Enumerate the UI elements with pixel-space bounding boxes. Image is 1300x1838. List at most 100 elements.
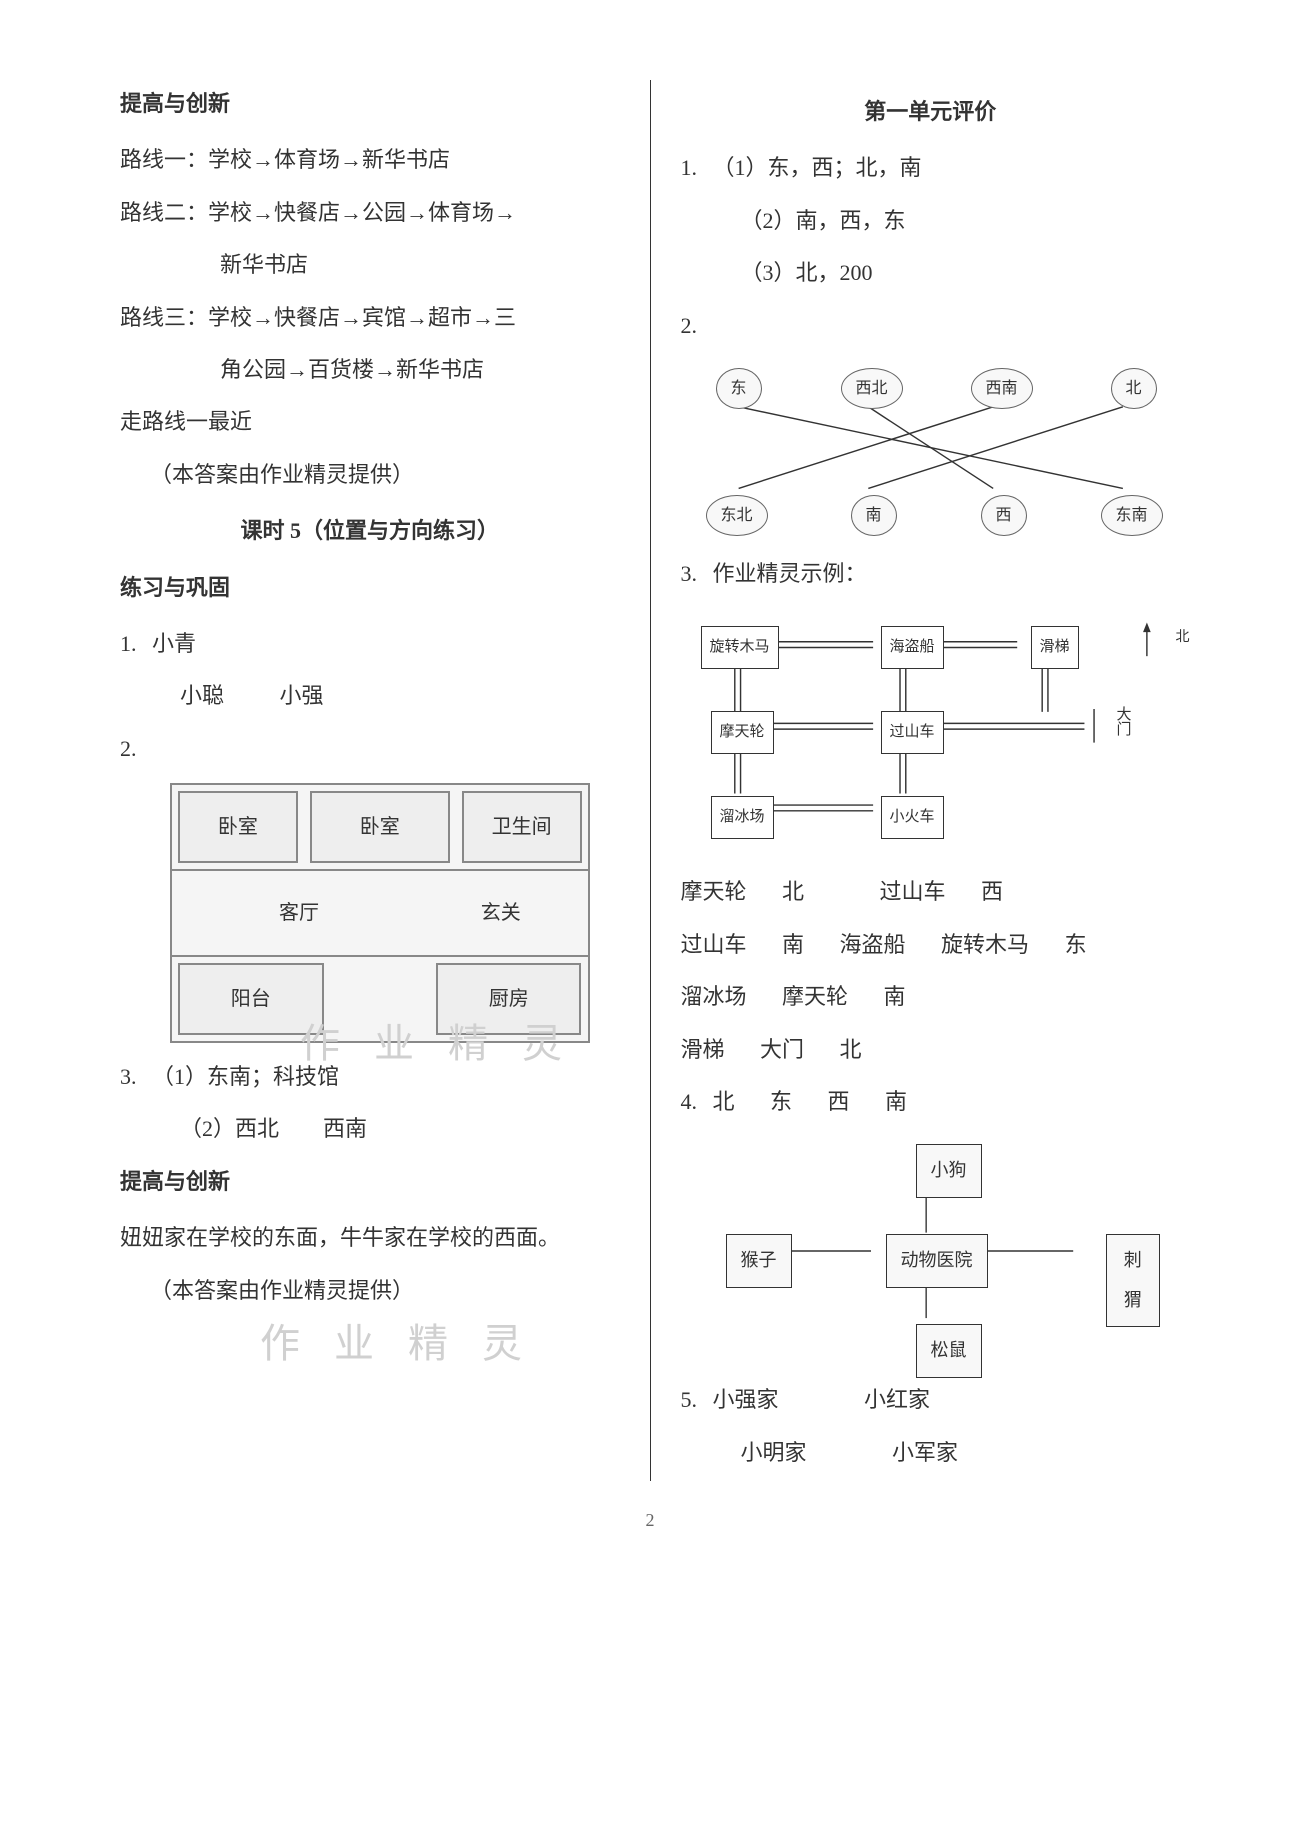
q1-row2: 小聪 小强: [120, 672, 620, 720]
animal-monkey: 猴子: [726, 1234, 792, 1288]
match-top-2: 西南: [971, 368, 1033, 409]
park-skating: 溜冰场: [711, 796, 774, 839]
ans3-line3: 溜冰场 摩天轮 南: [681, 973, 1181, 1021]
r-q3-label: 作业精灵示例：: [713, 561, 867, 586]
q4-a: 北: [713, 1089, 735, 1114]
park-slide: 滑梯: [1031, 626, 1079, 669]
ans3-line1: 摩天轮 北 过山车 西: [681, 868, 1181, 916]
park-pirate: 海盗船: [881, 626, 944, 669]
q1-name-c: 小强: [280, 683, 324, 708]
route-3-line2: 角公园→百货楼→新华书店: [120, 346, 620, 394]
lesson-title: 课时 5（位置与方向练习）: [120, 507, 620, 555]
room-bedroom2: 卧室: [310, 791, 450, 863]
animal-dog: 小狗: [916, 1144, 982, 1198]
a3-l1b: 北: [782, 879, 804, 904]
q4-b: 东: [770, 1089, 792, 1114]
room-entry: 玄关: [420, 891, 581, 935]
r-q4-num: 4.: [681, 1089, 698, 1114]
floor-row-3: 阳台 厨房: [172, 957, 588, 1041]
r-q1-1: （1）东，西；北，南: [713, 155, 922, 180]
animal-hospital: 动物医院: [886, 1234, 988, 1288]
room-kitchen: 厨房: [436, 963, 582, 1035]
room-bedroom1: 卧室: [178, 791, 298, 863]
route-note: 走路线一最近: [120, 398, 620, 446]
ans3-line2: 过山车 南 海盗船 旋转木马 东: [681, 921, 1181, 969]
animal-squirrel: 松鼠: [916, 1324, 982, 1378]
r-q1-num: 1.: [681, 155, 698, 180]
r-q4: 4. 北 东 西 南: [681, 1078, 1181, 1126]
room-bathroom: 卫生间: [462, 791, 582, 863]
q5-b: 小红家: [864, 1387, 930, 1412]
right-column: 第一单元评价 1. （1）东，西；北，南 （2）南，西，东 （3）北，200 2…: [651, 80, 1201, 1481]
page-number: 2: [100, 1501, 1200, 1541]
match-top-0: 东: [716, 368, 762, 409]
r-q1-3: （3）北，200: [681, 249, 1181, 297]
match-bot-2: 西: [981, 495, 1027, 536]
a3-l1c: 过山车: [880, 879, 946, 904]
park-north: 北: [1176, 623, 1190, 654]
floor-row-2: 客厅 玄关: [172, 871, 588, 957]
r-q5-row2: 小明家 小军家: [681, 1429, 1181, 1477]
a3-l4a: 滑梯: [681, 1037, 725, 1062]
q3-2: （2）西北 西南: [120, 1105, 620, 1153]
q1-num: 1.: [120, 631, 137, 656]
a3-l3a: 溜冰场: [681, 984, 747, 1009]
a3-l4c: 北: [840, 1037, 862, 1062]
q3-num: 3.: [120, 1064, 137, 1089]
heading-improve-1: 提高与创新: [120, 80, 620, 128]
a3-l3b: 摩天轮: [782, 984, 848, 1009]
q2-num: 2.: [120, 725, 620, 773]
park-map: 旋转木马 海盗船 滑梯 摩天轮 过山车 溜冰场 小火车 大门 北: [681, 608, 1181, 858]
left-column: 提高与创新 路线一：学校→体育场→新华书店 路线二：学校→快餐店→公园→体育场→…: [100, 80, 651, 1481]
r-q1-2: （2）南，西，东: [681, 197, 1181, 245]
a3-l4b: 大门: [760, 1037, 804, 1062]
animal-diagram: 小狗 猴子 动物医院 刺猬 松鼠: [701, 1136, 1161, 1366]
park-coaster: 过山车: [881, 711, 944, 754]
q3-1: （1）东南；科技馆: [152, 1064, 339, 1089]
a3-l2e: 东: [1065, 932, 1087, 957]
floor-row-1: 卧室 卧室 卫生间: [172, 785, 588, 871]
page-container: 提高与创新 路线一：学校→体育场→新华书店 路线二：学校→快餐店→公园→体育场→…: [100, 80, 1200, 1481]
q5-a: 小强家: [713, 1387, 779, 1412]
match-top-1: 西北: [841, 368, 903, 409]
a3-l2b: 南: [782, 932, 804, 957]
q4-d: 南: [885, 1089, 907, 1114]
q3: 3. （1）东南；科技馆: [120, 1053, 620, 1101]
heading-practice: 练习与巩固: [120, 564, 620, 612]
q4-c: 西: [828, 1089, 850, 1114]
match-bot-0: 东北: [706, 495, 768, 536]
q5-d: 小军家: [892, 1440, 958, 1465]
a3-l1d: 西: [981, 879, 1003, 904]
match-bot-3: 东南: [1101, 495, 1163, 536]
r-q3: 3. 作业精灵示例：: [681, 550, 1181, 598]
floor-gap: [330, 957, 430, 1041]
a3-l1a: 摩天轮: [681, 879, 747, 904]
q1-name-b: 小聪: [180, 683, 224, 708]
provider-note-2: （本答案由作业精灵提供）: [120, 1267, 620, 1315]
r-q2-num: 2.: [681, 302, 1181, 350]
park-train: 小火车: [881, 796, 944, 839]
match-top-3: 北: [1111, 368, 1157, 409]
provider-note-1: （本答案由作业精灵提供）: [120, 451, 620, 499]
niuniu-answer: 妞妞家在学校的东面，牛牛家在学校的西面。: [120, 1214, 620, 1262]
room-balcony: 阳台: [178, 963, 324, 1035]
floor-plan: 卧室 卧室 卫生间 客厅 玄关 阳台 厨房: [170, 783, 590, 1043]
q1-name-a: 小青: [152, 631, 196, 656]
r-q1: 1. （1）东，西；北，南: [681, 144, 1181, 192]
route-2-line1: 路线二：学校→快餐店→公园→体育场→: [120, 189, 620, 237]
park-ferris: 摩天轮: [711, 711, 774, 754]
q1: 1. 小青: [120, 620, 620, 668]
ans3-line4: 滑梯 大门 北: [681, 1026, 1181, 1074]
a3-l2c: 海盗船: [840, 932, 906, 957]
heading-improve-2: 提高与创新: [120, 1158, 620, 1206]
route-3-line1: 路线三：学校→快餐店→宾馆→超市→三: [120, 294, 620, 342]
park-gate: 大门: [1106, 706, 1139, 736]
r-q5-num: 5.: [681, 1387, 698, 1412]
a3-l2d: 旋转木马: [941, 932, 1029, 957]
matching-diagram: 东 西北 西南 北 东北 南 西 东南: [681, 360, 1181, 540]
a3-l3c: 南: [884, 984, 906, 1009]
room-living: 客厅: [178, 891, 420, 935]
park-carousel: 旋转木马: [701, 626, 779, 669]
route-1: 路线一：学校→体育场→新华书店: [120, 136, 620, 184]
route-2-line2: 新华书店: [120, 241, 620, 289]
